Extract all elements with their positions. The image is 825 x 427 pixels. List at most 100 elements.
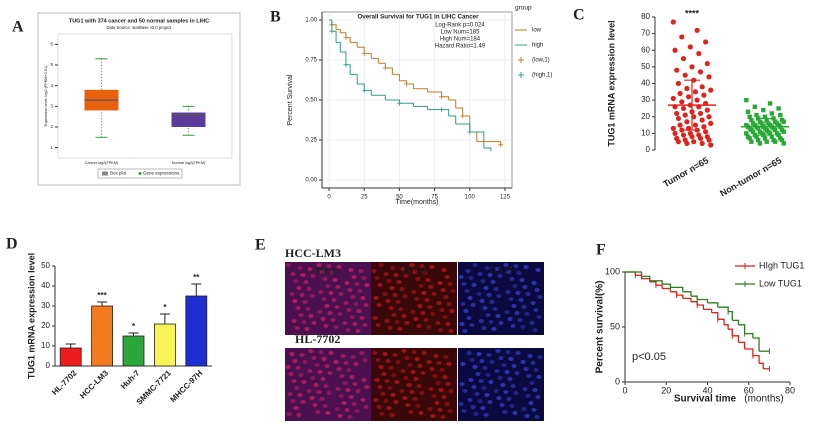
cell [417,304,423,308]
cell [333,325,339,329]
cell [290,399,296,403]
y-axis-label: Percent survival(%) [595,281,606,374]
y-tick-label: 40 [41,281,50,290]
cell [414,357,420,361]
survival-step [635,274,643,279]
cell [536,375,542,379]
cell [347,288,353,292]
data-point [689,134,695,140]
y-tick-label: 100 [605,266,620,276]
cell [296,413,302,417]
survival-step [728,328,733,336]
cell [378,365,384,369]
cell [327,371,333,375]
cell [418,411,424,415]
panel-label: E [255,237,266,254]
cell [392,293,398,297]
cell [515,291,521,295]
cell [316,390,322,394]
survival-step [385,67,393,75]
cell [448,329,454,333]
cell [377,283,383,287]
cell [320,377,326,381]
column-label: Merge [315,265,341,276]
censor-mark [498,142,504,148]
cell [398,307,404,311]
cell [461,409,467,413]
row-label: HCC-LM3 [285,246,341,260]
data-point [773,139,778,144]
cell [466,351,472,355]
cell [373,398,379,402]
cell [302,300,308,304]
data-point [703,129,709,135]
legend-swatch [518,72,524,78]
micrograph [285,348,371,421]
data-point [781,141,786,146]
cell [324,364,330,368]
survival-step [724,324,729,330]
legend-label: HIgh TUG1 [759,260,804,270]
cell [376,405,382,409]
cell [401,314,407,318]
cell [427,407,433,411]
cell [478,379,484,383]
x-tick-label: 50 [396,195,403,201]
cell [483,286,489,290]
cell [376,303,382,307]
cell [403,274,409,278]
data-point [756,137,761,143]
cell [496,294,502,298]
cell [348,395,354,399]
cell [353,362,359,366]
cell [393,273,399,277]
y-tick-label: 3 [50,104,53,109]
cell [484,393,490,397]
y-tick-label: 10 [641,128,650,137]
cell [526,374,532,378]
legend-label: Low TUG1 [759,278,802,288]
cell [334,305,340,309]
survival-step [329,19,333,32]
cell [300,400,306,404]
survival-step [691,295,698,300]
data-point [704,107,710,113]
data-point [697,110,704,117]
data-point [679,99,685,105]
cell [413,377,419,381]
cell [388,366,394,370]
cell [496,396,502,400]
cell [386,406,392,410]
annotation: * [132,322,136,331]
survival-step [691,301,698,305]
data-point [703,39,709,45]
survival-step [469,131,485,148]
cell [331,298,337,302]
survival-step [455,107,464,116]
cell [459,322,465,326]
survival-step [744,332,754,338]
cell [394,320,400,324]
data-point [675,115,682,122]
data-point [689,64,695,70]
cell [490,280,496,284]
cell [473,412,479,416]
cell [441,395,447,399]
cell [519,278,525,282]
data-point [744,131,749,136]
cell [309,396,315,400]
cell [513,264,519,268]
cell [506,397,512,401]
survival-step [641,275,651,281]
cell [532,328,538,332]
cell [295,306,301,310]
cell [406,383,412,387]
cell [392,353,398,357]
y-tick-label: 1.00 [305,18,317,24]
cell [360,398,366,402]
column-label: DAPI [489,265,512,276]
cell [293,406,299,410]
cell [364,283,370,287]
cell [435,321,441,325]
micrograph [371,262,457,335]
